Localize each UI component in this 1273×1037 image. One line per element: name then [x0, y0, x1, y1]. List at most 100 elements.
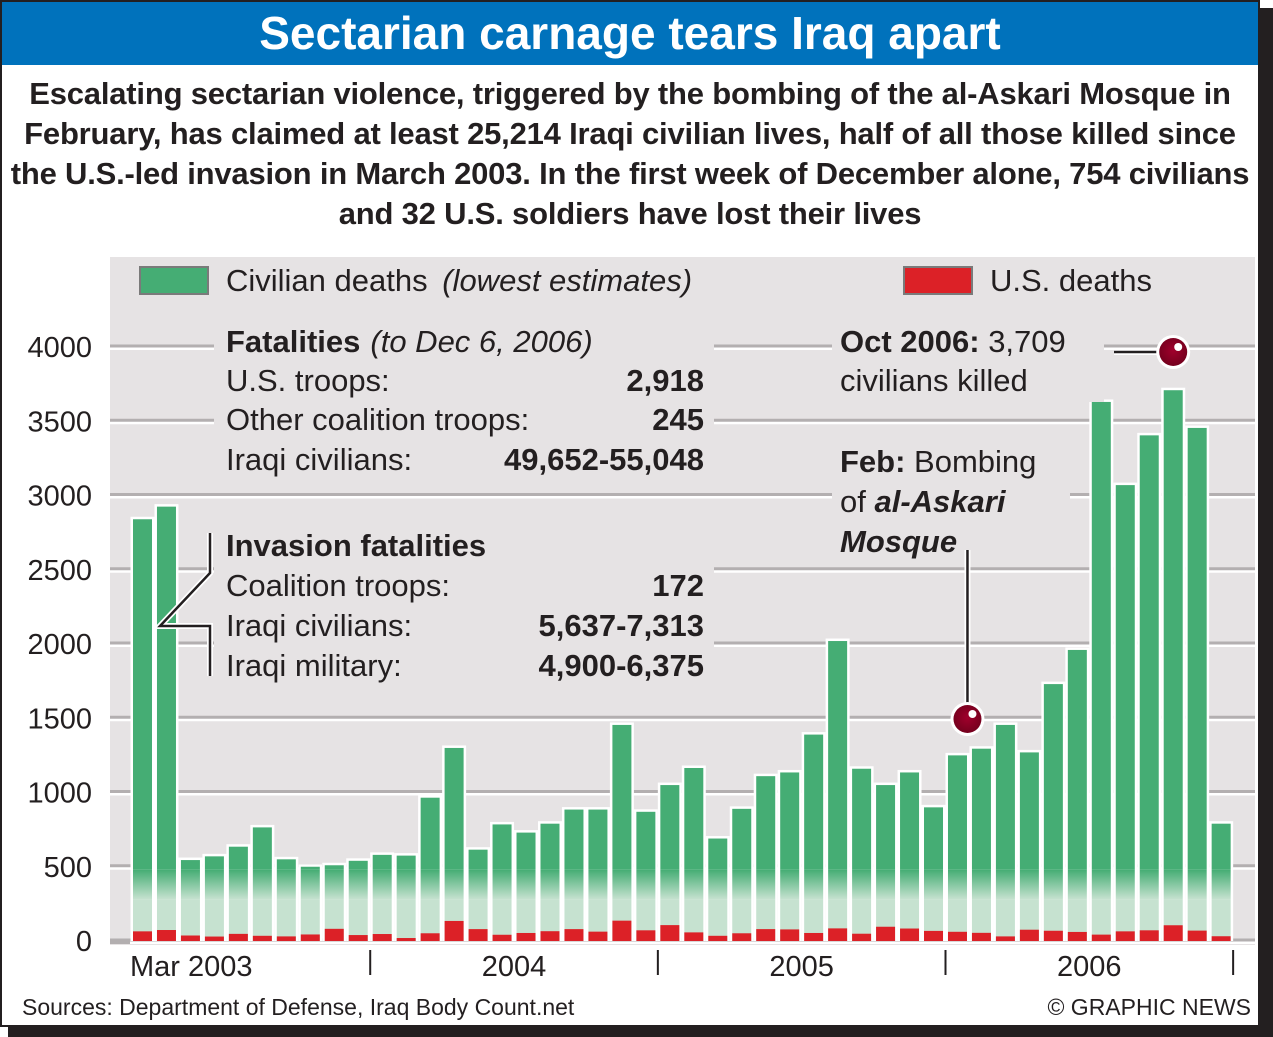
bar-group — [1161, 387, 1186, 941]
civilian-bar — [1163, 390, 1183, 870]
civilian-bar-base — [516, 899, 536, 941]
civilian-bar-fade — [971, 869, 991, 900]
us-bar — [396, 938, 416, 941]
civilian-bar — [133, 519, 152, 870]
annotation-oct-line2: civilians killed — [840, 363, 1028, 398]
civilian-bar-fade — [372, 869, 392, 900]
civilian-bar — [492, 824, 512, 870]
civilian-bar-fade — [324, 869, 344, 900]
civilian-bar-base — [804, 899, 824, 941]
civilian-bar — [876, 785, 896, 870]
us-bar — [1019, 929, 1039, 941]
us-bar — [1067, 931, 1087, 941]
bar-group — [1185, 425, 1210, 941]
us-bar — [156, 930, 176, 941]
civilian-bar-fade — [564, 869, 584, 900]
bar-group — [753, 773, 778, 941]
bar-group — [490, 821, 515, 941]
bar-group — [705, 836, 730, 941]
us-bar — [1091, 934, 1111, 941]
us-bar — [468, 929, 488, 941]
civilian-bar-base — [588, 899, 608, 941]
civilian-bar-fade — [636, 869, 656, 900]
bar-group — [609, 722, 634, 941]
bar-group — [1065, 647, 1090, 941]
civilian-bar — [1067, 649, 1087, 870]
civilian-bar-fade — [924, 869, 944, 900]
civilian-bar-base — [396, 899, 416, 941]
us-bar — [300, 934, 320, 941]
civilian-bar-base — [372, 899, 392, 941]
civilian-bar-fade — [947, 869, 967, 900]
bar-group — [825, 638, 850, 941]
fatalities-box: Fatalities (to Dec 6, 2006) U.S. troops: … — [214, 318, 714, 483]
civilian-bar-base — [180, 899, 200, 941]
civilian-bar — [1211, 823, 1231, 870]
us-bar — [444, 920, 464, 941]
civilian-bar — [900, 772, 920, 870]
annotation-feb-line3: Mosque — [840, 524, 957, 559]
civilian-bar-fade — [204, 869, 224, 900]
civilian-bar — [516, 832, 536, 870]
civilian-bar — [1139, 435, 1159, 870]
civilian-bar-base — [1091, 899, 1111, 941]
us-bar — [876, 926, 896, 941]
us-bar — [852, 933, 872, 941]
us-bar — [420, 933, 440, 941]
civilian-bar — [444, 747, 464, 870]
civilian-bar — [564, 809, 584, 870]
civilian-bar — [756, 776, 776, 870]
bar-group — [394, 853, 419, 941]
legend-swatch-us — [903, 266, 973, 295]
y-tick-label: 500 — [44, 852, 92, 884]
civilian-bar — [1043, 684, 1063, 870]
bar-group — [585, 807, 610, 941]
y-tick-label: 2000 — [27, 629, 92, 661]
us-bar — [348, 935, 368, 941]
civilian-bar-fade — [876, 869, 896, 900]
civilian-bar — [684, 767, 704, 870]
civilian-bar-fade — [780, 869, 800, 900]
civilian-bar — [540, 823, 560, 870]
civilian-bar-base — [924, 899, 944, 941]
civilian-bar-fade — [900, 869, 920, 900]
bar-group — [346, 858, 371, 941]
annotation-feb-2006: Feb: Bombing of al-Askari Mosque — [832, 440, 1070, 736]
us-bar — [828, 928, 848, 941]
bar-group — [1089, 399, 1114, 941]
civilian-bar — [612, 724, 632, 870]
x-axis: Mar 2003 2004 2005 2006 — [130, 950, 1235, 983]
us-bar — [324, 928, 344, 941]
civilian-bar-fade — [156, 869, 176, 900]
bar-group — [1017, 749, 1042, 941]
invasion-heading: Invasion fatalities — [226, 528, 486, 563]
civilian-bar — [420, 797, 440, 870]
civilian-bar — [1091, 401, 1111, 870]
invasion-label-civilians: Iraqi civilians: — [226, 608, 412, 643]
civilian-bar-base — [204, 899, 224, 941]
civilian-bar-base — [300, 899, 320, 941]
bar-group — [561, 807, 586, 941]
us-bar — [1187, 930, 1207, 941]
civilian-bar-fade — [660, 869, 680, 900]
fatalities-value-civilians: 49,652-55,048 — [504, 442, 704, 477]
civilian-bar — [636, 811, 656, 870]
y-tick-label: 4000 — [27, 332, 92, 364]
us-bar — [228, 933, 248, 941]
us-bar — [1211, 936, 1231, 941]
civilian-bar-fade — [804, 869, 824, 900]
invasion-label-military: Iraqi military: — [226, 648, 402, 683]
civilian-bar-fade — [228, 869, 248, 900]
y-tick-label: 0 — [76, 926, 92, 958]
us-bar — [732, 933, 752, 941]
civilian-bar — [204, 856, 224, 870]
bar-group — [849, 766, 874, 941]
civilian-bar-fade — [1211, 869, 1231, 900]
civilian-bar-fade — [612, 869, 632, 900]
annotation-oct-2006: Oct 2006: 3,709 civilians killed — [832, 322, 1191, 402]
civilian-bar-fade — [1067, 869, 1087, 900]
civilian-bar-base — [684, 899, 704, 941]
us-bar — [133, 931, 152, 941]
invasion-value-civilians: 5,637-7,313 — [539, 608, 704, 643]
